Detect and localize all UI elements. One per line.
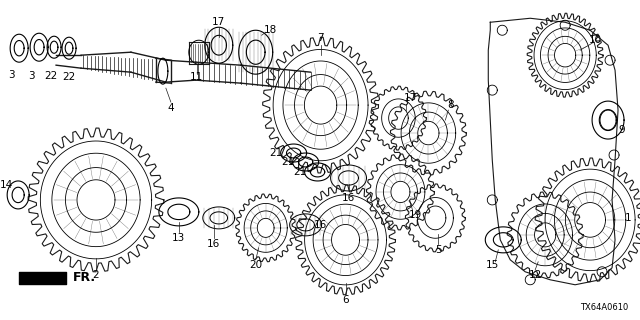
Text: 11: 11 [190,72,204,82]
Text: 2: 2 [93,270,99,280]
Text: 21: 21 [293,167,307,177]
Text: TX64A0610: TX64A0610 [580,303,628,312]
Text: 21: 21 [269,148,282,158]
Text: 12: 12 [529,270,542,280]
Text: 17: 17 [404,93,417,103]
Text: 9: 9 [619,125,625,135]
Text: 17: 17 [212,17,225,27]
Text: 14: 14 [0,180,13,190]
Text: FR.: FR. [73,271,96,284]
Text: 18: 18 [264,25,277,35]
Text: 10: 10 [589,35,602,45]
Text: 6: 6 [342,295,349,305]
Text: 8: 8 [447,100,454,110]
Text: 19: 19 [409,210,422,220]
Text: 16: 16 [342,193,355,203]
Text: 16: 16 [314,220,327,230]
Text: 4: 4 [168,103,174,113]
Text: 3: 3 [8,70,15,80]
Text: 20: 20 [249,260,262,270]
Text: 7: 7 [317,33,324,43]
Text: 16: 16 [207,239,220,249]
Text: 13: 13 [172,233,186,243]
Text: 15: 15 [486,260,499,270]
Text: 22: 22 [44,71,58,81]
Text: 22: 22 [63,72,76,82]
Text: 1: 1 [625,213,631,223]
Text: 3: 3 [28,71,35,81]
Text: 21: 21 [281,157,294,167]
Text: 5: 5 [435,245,442,255]
